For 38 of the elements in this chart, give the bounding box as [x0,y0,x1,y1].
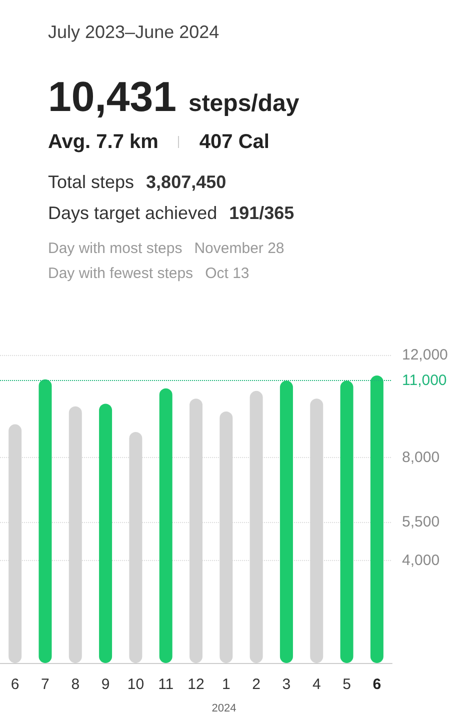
ref-line-label: 11,000 [402,372,447,390]
bar [340,380,354,663]
x-tick-label: 12 [188,676,204,693]
bar [159,388,172,663]
text: 191/365 [229,203,294,224]
text: Day with fewest steps [48,265,194,282]
text: Days target achieved [48,203,218,224]
text: November 28 [194,240,284,257]
text: 10,431 [48,73,176,121]
x-tick-label: 7 [41,676,50,693]
text: steps/day [188,90,300,118]
text: Day with most steps [48,240,182,257]
y-tick-label: 5,500 [402,513,440,530]
x-tick-label: 5 [342,676,351,693]
text: Oct 13 [205,265,250,282]
x-axis-title: 2024 [212,702,236,714]
bar [99,404,112,663]
x-tick-label: 8 [71,676,80,693]
bar [38,379,52,663]
x-tick-label: 10 [127,676,144,693]
x-tick-label: 11 [158,676,174,693]
text: Total steps [48,172,134,193]
y-tick-label: 12,000 [402,346,448,364]
text: 407 Cal [199,131,270,154]
text: Avg. 7.7 km [48,131,158,154]
x-tick-label: 3 [282,676,291,693]
x-tick-label: 6 [10,676,20,693]
x-tick-label: 4 [312,676,321,693]
text: 3,807,450 [146,172,226,193]
x-tick-label: 2 [252,676,260,693]
y-tick-label: 8,000 [402,449,440,466]
x-tick-label: 9 [101,676,110,693]
bar [280,380,293,663]
bar [370,376,384,663]
x-tick-label: 1 [222,676,230,693]
chart-title: July 2023–June 2024 [48,22,220,43]
x-tick-label: 6 [372,676,382,693]
y-tick-label: 4,000 [402,552,440,569]
